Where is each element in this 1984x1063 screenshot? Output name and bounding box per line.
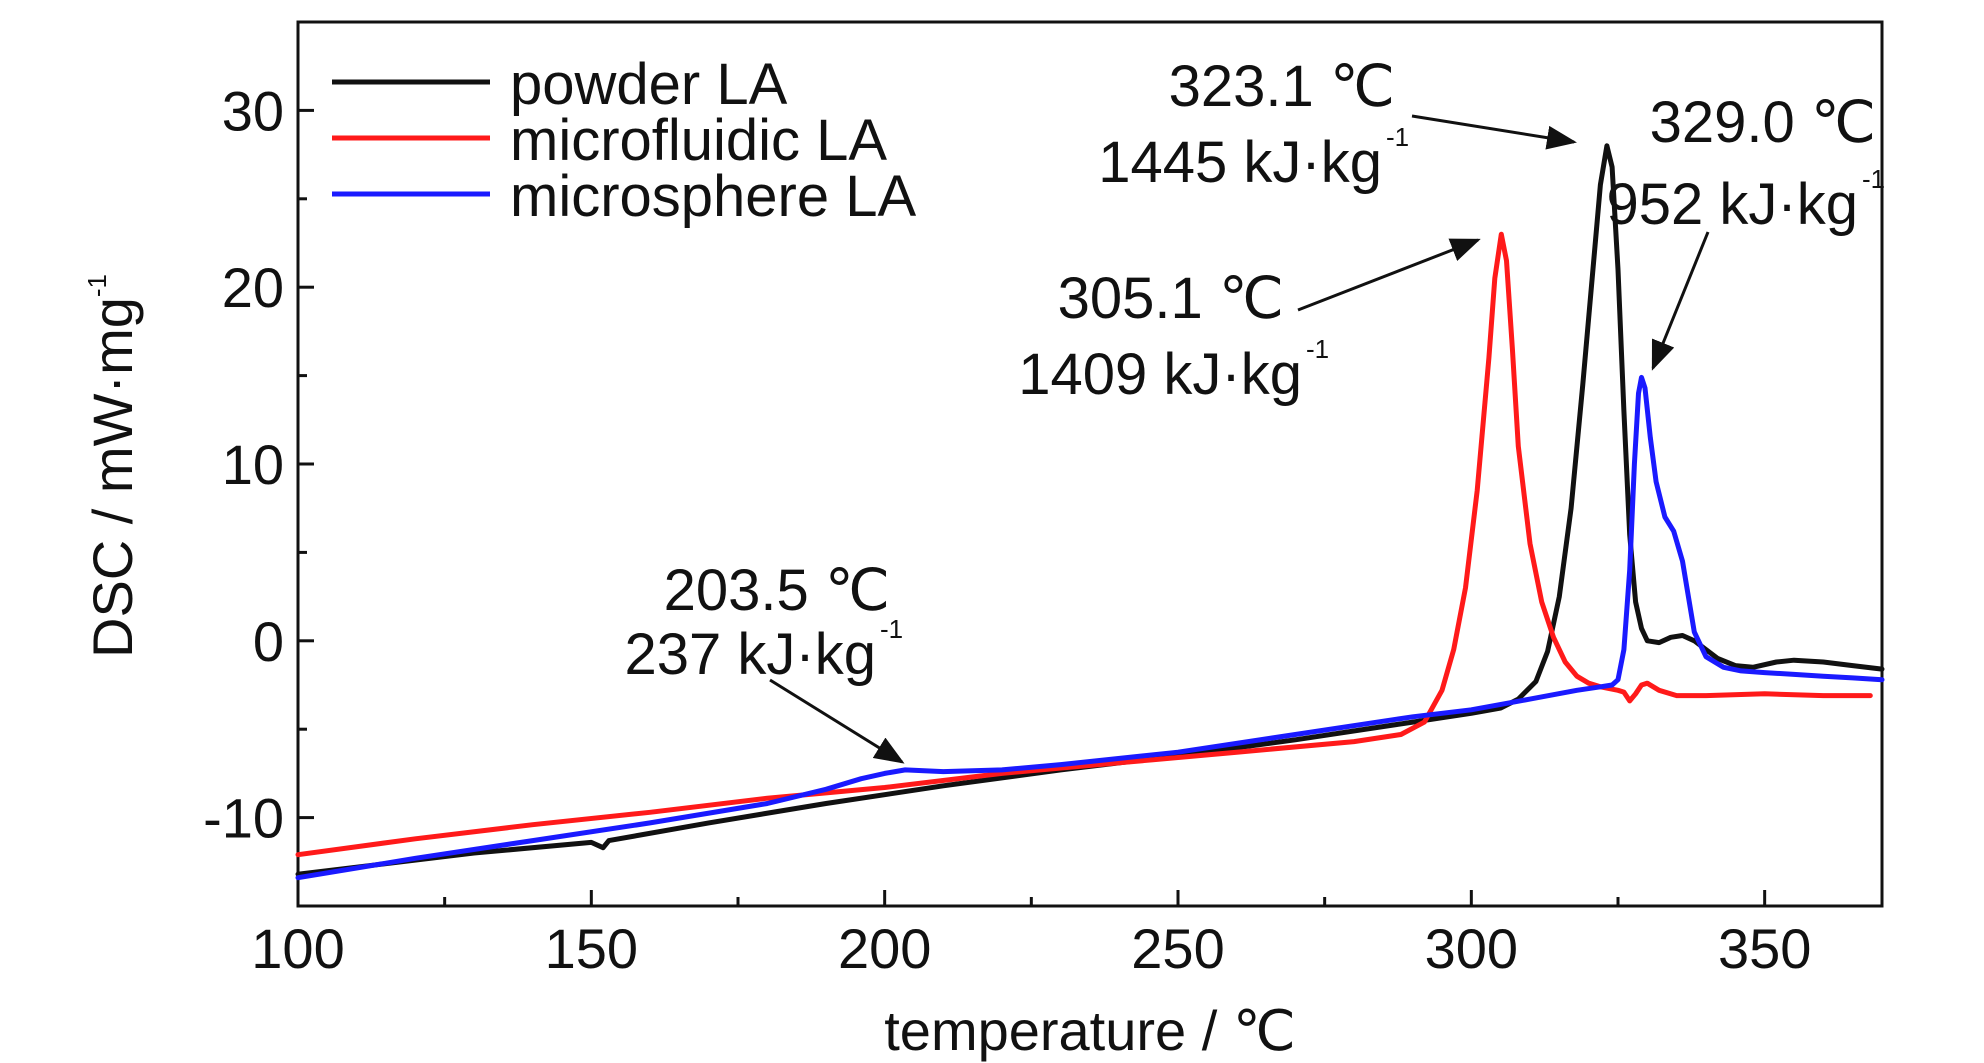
annotation-powder-temperature: 323.1 ℃: [1169, 54, 1395, 119]
annotation-microfluidic-peak: 305.1 ℃ 1409 kJ·kg -1: [1018, 238, 1481, 407]
annotation-powder-sup: -1: [1386, 122, 1409, 152]
y-tick-label: 20: [222, 256, 284, 319]
x-tick-label: 100: [251, 917, 344, 980]
series-line-microfluidic-la: [295, 231, 1873, 858]
y-axis-title-main: DSC / mW·mg: [81, 297, 144, 658]
series-line-microsphere-la: [295, 374, 1885, 881]
annotation-microsphere-arrow: [1651, 231, 1710, 371]
x-tick-label: 150: [545, 917, 638, 980]
legend-label-powder: powder LA: [510, 52, 788, 117]
annotation-microsphere-peak: 329.0 ℃ 952 kJ·kg -1: [1607, 90, 1885, 371]
x-tick-label: 300: [1425, 917, 1518, 980]
series-line-powder-la: [295, 143, 1885, 877]
y-axis-title-group: DSC / mW·mg-1: [81, 274, 144, 658]
y-tick-label: 10: [222, 433, 284, 496]
annotation-microfluidic-enthalpy: 1409 kJ·kg: [1018, 342, 1302, 407]
y-tick-label: 30: [222, 79, 284, 142]
legend: powder LA microfluidic LA microsphere LA: [332, 52, 916, 229]
series-layer: [295, 143, 1885, 881]
x-tick-label: 200: [838, 917, 931, 980]
annotation-microsphere-sup: -1: [1862, 164, 1885, 194]
annotation-shoulder-arrow: [769, 678, 905, 764]
annotation-microsphere-enthalpy: 952 kJ·kg: [1607, 172, 1858, 237]
x-tick-label: 350: [1718, 917, 1811, 980]
annotation-powder-arrow: [1411, 114, 1577, 150]
annotation-microfluidic-sup: -1: [1306, 334, 1329, 364]
y-tick-label: 0: [253, 610, 284, 673]
x-tick-label: 250: [1131, 917, 1224, 980]
y-axis-title-sup: -1: [82, 274, 112, 297]
tick-layer: 100 150 200 250 300 350 -10 0 10 20 30: [203, 79, 1811, 980]
annotation-shoulder-temperature: 203.5 ℃: [664, 558, 890, 623]
x-axis-title: temperature / ℃: [884, 999, 1296, 1062]
y-tick-label: -10: [203, 787, 284, 850]
annotation-microfluidic-arrow: [1297, 238, 1481, 312]
annotation-powder-peak: 323.1 ℃ 1445 kJ·kg -1: [1098, 54, 1577, 195]
annotation-shoulder: 203.5 ℃ 237 kJ·kg -1: [625, 558, 905, 764]
annotation-powder-enthalpy: 1445 kJ·kg: [1098, 130, 1382, 195]
y-axis-title: DSC / mW·mg-1: [81, 274, 144, 658]
annotation-shoulder-enthalpy: 237 kJ·kg: [625, 622, 876, 687]
annotation-microfluidic-temperature: 305.1 ℃: [1058, 266, 1284, 331]
legend-label-microfluidic: microfluidic LA: [510, 108, 887, 173]
annotation-microsphere-temperature: 329.0 ℃: [1650, 90, 1876, 155]
legend-label-microsphere: microsphere LA: [510, 164, 916, 229]
annotation-shoulder-sup: -1: [880, 614, 903, 644]
